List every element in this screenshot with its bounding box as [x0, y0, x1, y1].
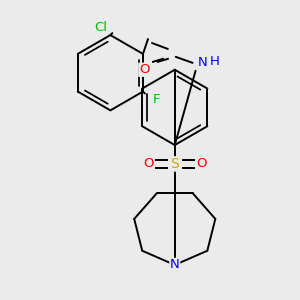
Text: O: O	[139, 63, 149, 76]
Text: N: N	[170, 258, 180, 272]
Text: F: F	[153, 93, 160, 106]
Text: O: O	[196, 158, 207, 170]
Text: S: S	[170, 157, 179, 171]
Text: H: H	[209, 55, 219, 68]
Text: N: N	[198, 56, 207, 69]
Text: Cl: Cl	[94, 21, 107, 34]
Text: O: O	[143, 158, 153, 170]
